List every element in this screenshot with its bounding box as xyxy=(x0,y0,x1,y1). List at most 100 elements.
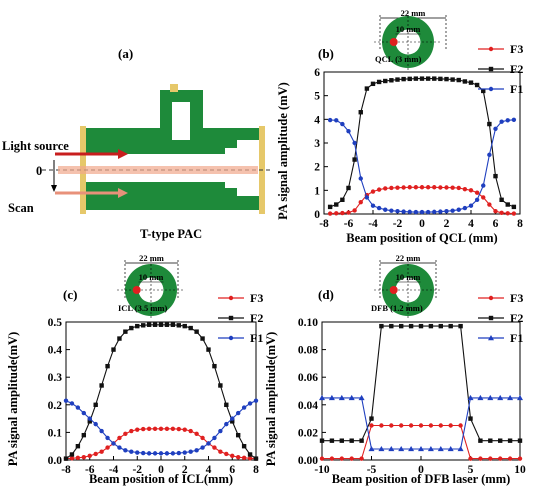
data-point xyxy=(117,336,122,341)
data-point xyxy=(408,323,414,329)
data-point xyxy=(75,405,81,410)
data-point xyxy=(505,211,510,216)
y-tick-label: 1 xyxy=(314,185,320,197)
y-axis-label: PA signal amplitude(mV) xyxy=(264,332,278,467)
data-point xyxy=(228,335,234,341)
scan-direction-arrow-head xyxy=(51,185,57,192)
x-tick-label: 2 xyxy=(182,464,188,476)
data-point xyxy=(224,451,229,457)
x-tick-label: -4 xyxy=(368,218,378,230)
data-point xyxy=(413,76,419,81)
data-point xyxy=(418,423,424,428)
pac-resonator-bottom xyxy=(110,182,225,196)
data-point xyxy=(389,208,394,213)
data-point xyxy=(505,202,510,207)
data-point xyxy=(158,451,164,456)
data-point xyxy=(146,322,152,327)
inset-outer-diameter-label: 22 mm xyxy=(401,8,426,18)
data-point xyxy=(99,428,104,434)
inset-d: 22 mm 10 mm DFB (1.2 mm) xyxy=(371,253,442,320)
data-point xyxy=(389,423,394,428)
data-point xyxy=(75,444,81,449)
data-point xyxy=(69,456,75,461)
x-tick-label: -2 xyxy=(132,464,142,476)
y-tick-label: 0.10 xyxy=(298,317,318,329)
x-tick-label: -6 xyxy=(344,218,354,230)
data-point xyxy=(170,426,176,432)
data-point xyxy=(129,325,134,331)
data-point xyxy=(247,456,253,461)
x-tick-label: 6 xyxy=(493,218,499,230)
data-point xyxy=(478,438,483,443)
data-point xyxy=(487,394,494,401)
data-point xyxy=(340,210,345,216)
data-point xyxy=(462,205,468,211)
data-point xyxy=(358,176,363,181)
data-point xyxy=(487,152,492,158)
data-point xyxy=(224,421,229,427)
x-axis-label: Beam position of ICL(mm) xyxy=(89,472,233,486)
data-point xyxy=(235,455,241,460)
data-point xyxy=(135,323,140,329)
data-point xyxy=(81,455,87,460)
data-point xyxy=(230,416,235,421)
data-point xyxy=(158,426,164,432)
inset-inner-diameter-label: 10 mm xyxy=(396,24,421,34)
data-point xyxy=(164,426,170,432)
data-point xyxy=(241,455,247,460)
inset-b: 22 mm 10 mm QCL (3 mm) xyxy=(374,8,447,72)
data-point xyxy=(407,185,412,190)
data-point xyxy=(212,363,217,369)
data-point xyxy=(395,185,400,190)
data-point xyxy=(212,435,217,441)
data-point xyxy=(425,76,431,81)
pac-lower-body xyxy=(85,196,262,210)
x-tick-label: -6 xyxy=(85,464,95,476)
data-point xyxy=(457,445,464,452)
scan-label: Scan xyxy=(8,201,34,215)
data-point xyxy=(359,456,364,461)
data-point xyxy=(488,46,494,52)
x-axis-label: Beam position of QCL (mm) xyxy=(346,231,497,245)
data-point xyxy=(511,117,517,123)
data-point xyxy=(200,336,205,341)
legend-label-f1: F1 xyxy=(250,331,263,345)
data-point xyxy=(164,451,170,456)
data-point xyxy=(369,416,374,421)
data-point xyxy=(505,118,510,123)
data-point xyxy=(458,323,463,329)
data-point xyxy=(140,450,146,456)
x-tick-label: -2 xyxy=(393,218,403,230)
data-point xyxy=(419,76,425,81)
data-point xyxy=(419,209,425,215)
data-point xyxy=(428,423,434,428)
data-point xyxy=(152,322,158,327)
data-point xyxy=(69,401,75,406)
legend-label-f2: F2 xyxy=(510,62,523,76)
data-point xyxy=(230,419,235,424)
x-tick-label: 8 xyxy=(517,218,523,230)
data-point xyxy=(339,456,344,461)
data-point xyxy=(176,426,182,432)
data-point xyxy=(401,76,406,82)
data-point xyxy=(349,438,354,443)
x-tick-label: 6 xyxy=(229,464,235,476)
data-point xyxy=(63,398,69,403)
data-point xyxy=(376,187,382,192)
data-point xyxy=(488,315,494,321)
panel-b-label: (b) xyxy=(318,46,334,61)
data-point xyxy=(230,453,235,459)
data-point xyxy=(235,410,241,416)
data-point xyxy=(499,197,504,202)
data-point xyxy=(146,451,152,456)
data-point xyxy=(507,394,514,401)
data-point xyxy=(206,441,211,446)
data-point xyxy=(340,121,345,127)
data-point xyxy=(389,323,394,329)
data-point xyxy=(319,394,325,401)
data-point xyxy=(235,432,241,438)
data-point xyxy=(507,438,513,443)
data-point xyxy=(194,329,199,334)
x-tick-label: 0 xyxy=(158,464,164,476)
